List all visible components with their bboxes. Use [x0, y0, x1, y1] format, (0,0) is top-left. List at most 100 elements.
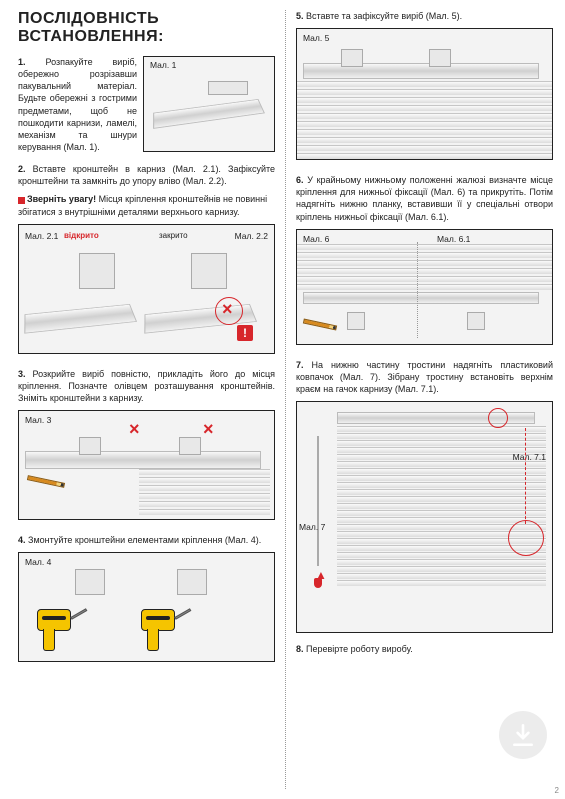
step-7-num: 7. [296, 360, 304, 370]
fig7-slat [337, 489, 546, 495]
figure-3: Мал. 3 × × [18, 410, 275, 520]
step-7-body: На нижню частину тростини надягніть плас… [296, 360, 553, 394]
step-2-num: 2. [18, 164, 26, 174]
fig5-rail [303, 63, 539, 79]
fig7-circle-top [488, 408, 508, 428]
fig5-slat [297, 105, 552, 111]
fig5-bracket-2 [429, 49, 451, 67]
fig3-slat [139, 485, 270, 491]
fig6-slat [297, 252, 552, 258]
fig3-slat [139, 501, 270, 507]
fig5-slat [297, 113, 552, 119]
fig4-drill-1 [37, 609, 71, 631]
figure-5: Мал. 5 [296, 28, 553, 160]
fig2-alert-icon: ! [237, 325, 253, 341]
right-column: 5. Вставте та зафіксуйте виріб (Мал. 5).… [286, 10, 553, 789]
step-2-warning: Зверніть увагу! Місця кріплення кронштей… [18, 193, 275, 217]
figure-1-label: Мал. 1 [150, 60, 176, 70]
step-4-body: Змонтуйте кронштейни елементами кріпленн… [28, 535, 261, 545]
fig7-slat [337, 573, 546, 579]
fig5-slat [297, 153, 552, 159]
figure-6: Мал. 6 Мал. 6.1 [296, 229, 553, 345]
fig6-slat [297, 268, 552, 274]
fig2-rail-left [24, 304, 137, 334]
fig6-clip-2 [467, 312, 485, 330]
left-column: ПОСЛІДОВНІСТЬ ВСТАНОВЛЕННЯ: 1. Розпакуйт… [18, 10, 285, 789]
step-2-text: 2. Вставте кронштейн в карниз (Мал. 2.1)… [18, 163, 275, 187]
fig2-bracket-closed [191, 253, 227, 289]
step-6-text: 6. У крайньому нижньому положенні жалюзі… [296, 174, 553, 223]
fig6-slat [297, 276, 552, 282]
figure-6-label: Мал. 6 [303, 234, 329, 244]
fig6-clip-1 [347, 312, 365, 330]
fig7-slat [337, 552, 546, 558]
step-5-body: Вставте та зафіксуйте виріб (Мал. 5). [306, 11, 462, 21]
download-overlay-icon[interactable] [499, 711, 547, 759]
fig7-arrow-icon: ▲ [315, 568, 327, 582]
page-number: 2 [555, 786, 559, 795]
figure-6-1-label: Мал. 6.1 [437, 234, 470, 244]
fig7-slat [337, 559, 546, 565]
fig7-pointer [525, 428, 526, 524]
warning-icon [18, 197, 25, 204]
step-2-body: Вставте кронштейн в карниз (Мал. 2.1). З… [18, 164, 275, 186]
fig7-slat [337, 440, 546, 446]
step-3-num: 3. [18, 369, 26, 379]
step-7-text: 7. На нижню частину тростини надягніть п… [296, 359, 553, 395]
fig6-slat [297, 284, 552, 290]
step-3-body: Розкрийте виріб повністю, прикладіть йог… [18, 369, 275, 403]
fig4-bracket-2 [177, 569, 207, 595]
page: ПОСЛІДОВНІСТЬ ВСТАНОВЛЕННЯ: 1. Розпакуйт… [0, 0, 565, 799]
warning-label: Зверніть увагу! [27, 194, 96, 204]
figure-4: Мал. 4 [18, 552, 275, 662]
step-1-text: 1. Розпакуйте виріб, обережно розрізавши… [18, 56, 137, 153]
fig3-slat [139, 493, 270, 499]
fig2-bracket-open [79, 253, 115, 289]
fig5-slat [297, 81, 552, 87]
step-1-body: Розпакуйте виріб, обережно розрізавши па… [18, 57, 137, 152]
step-4-num: 4. [18, 535, 26, 545]
fig4-drill-2 [141, 609, 175, 631]
step-8-body: Перевірте роботу виробу. [306, 644, 413, 654]
fig1-packet [208, 81, 248, 95]
fig7-slat [337, 566, 546, 572]
fig3-x-1: × [129, 419, 140, 440]
fig2-x-icon: × [222, 299, 233, 320]
figure-3-label: Мал. 3 [25, 415, 51, 425]
figure-2-2-label: Мал. 2.2 [235, 231, 268, 241]
step-8-text: 8. Перевірте роботу виробу. [296, 643, 553, 655]
fig5-slat [297, 145, 552, 151]
label-closed: закрито [159, 231, 188, 240]
step-4-text: 4. Змонтуйте кронштейни елементами кріпл… [18, 534, 275, 546]
figure-2: Мал. 2.1 відкрито закрито Мал. 2.2 × ! [18, 224, 275, 354]
fig5-slat [297, 89, 552, 95]
fig6-pencil [303, 318, 337, 330]
fig1-rail [153, 99, 265, 129]
fig7-circle-bottom [508, 520, 544, 556]
figure-7-1-label: Мал. 7.1 [513, 452, 546, 462]
fig6-slat [297, 244, 552, 250]
step-6-num: 6. [296, 175, 304, 185]
fig3-rail [25, 451, 261, 469]
fig3-bracket-2 [179, 437, 201, 455]
step-1: 1. Розпакуйте виріб, обережно розрізавши… [18, 56, 275, 153]
step-5-num: 5. [296, 11, 304, 21]
fig3-slat [139, 477, 270, 483]
fig5-slat [297, 129, 552, 135]
fig3-bracket-1 [79, 437, 101, 455]
fig7-slat [337, 468, 546, 474]
fig7-slat [337, 426, 546, 432]
fig6-split [417, 242, 418, 338]
fig7-slat [337, 580, 546, 586]
fig5-slat [297, 137, 552, 143]
fig6-slat [297, 260, 552, 266]
fig5-slat [297, 97, 552, 103]
fig7-slat [337, 433, 546, 439]
step-5-text: 5. Вставте та зафіксуйте виріб (Мал. 5). [296, 10, 553, 22]
fig3-slat [139, 469, 270, 475]
step-8-num: 8. [296, 644, 304, 654]
fig7-slat [337, 496, 546, 502]
figure-1: Мал. 1 [143, 56, 275, 152]
fig7-slat [337, 517, 546, 523]
figure-7-label: Мал. 7 [299, 522, 325, 532]
